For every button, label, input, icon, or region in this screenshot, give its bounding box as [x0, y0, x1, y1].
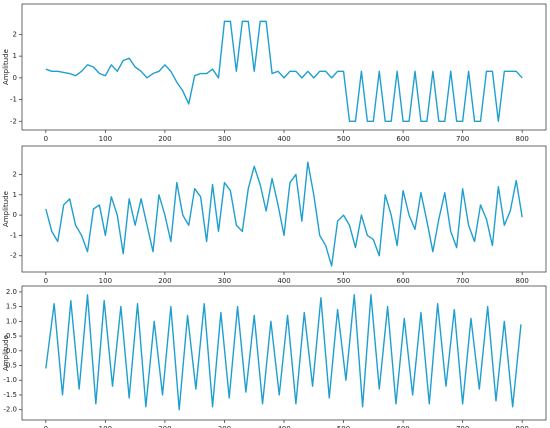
y-tick-label: 0.5: [6, 332, 17, 340]
y-tick-label: 1: [13, 191, 17, 199]
data-line: [45, 20, 523, 123]
x-tick-label: 400: [277, 277, 290, 285]
y-tick-label: 2: [13, 170, 17, 178]
x-tick-label: 600: [396, 425, 409, 428]
x-tick-label: 0: [44, 135, 48, 143]
x-tick-label: 200: [158, 425, 171, 428]
x-tick-label: 500: [337, 135, 350, 143]
x-tick-label: 700: [456, 135, 469, 143]
x-tick-label: 500: [337, 425, 350, 428]
x-tick-label: 800: [515, 135, 528, 143]
y-tick-label: -1: [10, 231, 17, 239]
x-tick-label: 600: [396, 135, 409, 143]
y-tick-label: -2: [10, 117, 17, 125]
x-tick-label: 700: [456, 277, 469, 285]
axes-frame: [21, 3, 547, 131]
y-tick-label: 1.0: [6, 317, 17, 325]
y-tick-label: 1: [13, 52, 17, 60]
x-tick-label: 300: [218, 135, 231, 143]
x-tick-label: 200: [158, 277, 171, 285]
y-tick-label: -2: [10, 252, 17, 260]
x-tick-label: 300: [218, 277, 231, 285]
y-axis-label: Amplitude: [2, 335, 10, 371]
x-tick-label: 100: [99, 425, 112, 428]
y-tick-label: -1: [10, 96, 17, 104]
x-tick-label: 0: [44, 277, 48, 285]
x-tick-label: 300: [218, 425, 231, 428]
y-tick-label: -1.0: [3, 376, 17, 384]
y-tick-label: 0.0: [6, 347, 17, 355]
x-tick-label: 0: [44, 425, 48, 428]
y-tick-label: -0.5: [3, 362, 17, 370]
x-tick-label: 600: [396, 277, 409, 285]
y-axis-label: Amplitude: [2, 49, 10, 85]
x-tick-label: 100: [99, 277, 112, 285]
y-tick-label: 2.0: [6, 288, 17, 296]
x-tick-label: 500: [337, 277, 350, 285]
x-tick-label: 800: [515, 425, 528, 428]
x-tick-label: 800: [515, 277, 528, 285]
x-tick-label: 700: [456, 425, 469, 428]
y-tick-label: -1.5: [3, 391, 17, 399]
y-tick-label: 0: [13, 211, 17, 219]
x-tick-label: 200: [158, 135, 171, 143]
data-line: [45, 294, 522, 411]
y-tick-label: 0: [13, 74, 17, 82]
y-tick-label: -2.0: [3, 406, 17, 414]
x-tick-label: 100: [99, 135, 112, 143]
data-line: [45, 161, 523, 267]
y-tick-label: 1.5: [6, 303, 17, 311]
x-tick-label: 400: [277, 425, 290, 428]
y-axis-label: Amplitude: [2, 191, 10, 227]
y-tick-label: 2: [13, 30, 17, 38]
x-tick-label: 400: [277, 135, 290, 143]
